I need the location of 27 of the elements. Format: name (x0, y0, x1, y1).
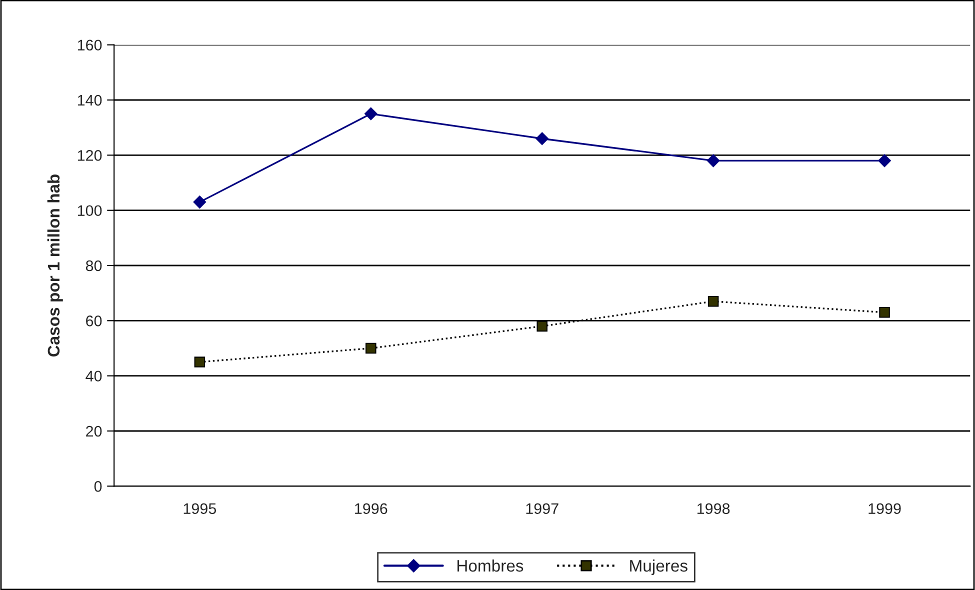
y-tick-label: 40 (86, 370, 102, 382)
legend-label: Hombres (458, 559, 524, 572)
y-tick-label: 100 (78, 205, 102, 216)
point (536, 320, 548, 332)
point (708, 296, 719, 307)
point (536, 132, 549, 146)
point (193, 196, 206, 208)
y-tick-label: 160 (78, 40, 102, 51)
x-tick-label: 1995 (184, 503, 216, 514)
x-tick-label: 1998 (697, 503, 730, 514)
y-tick-label: 80 (86, 260, 102, 272)
y-axis-title: Casos por 1 millon hab (47, 174, 63, 356)
point (878, 154, 891, 168)
x-tick-label: 1997 (526, 503, 558, 514)
point (706, 154, 720, 168)
y-tick-label: 60 (86, 316, 102, 326)
x-tick-label: 1999 (868, 503, 901, 514)
y-tick-label: 120 (78, 150, 102, 161)
y-tick-label: 0 (94, 481, 102, 492)
x-tick-label: 1996 (355, 503, 388, 514)
point (194, 356, 206, 368)
point (364, 107, 378, 120)
y-tick-label: 20 (86, 426, 102, 437)
point (879, 307, 890, 318)
y-tick-label: 140 (78, 94, 102, 106)
point (366, 342, 376, 354)
legend-label: Mujeres (630, 559, 688, 575)
